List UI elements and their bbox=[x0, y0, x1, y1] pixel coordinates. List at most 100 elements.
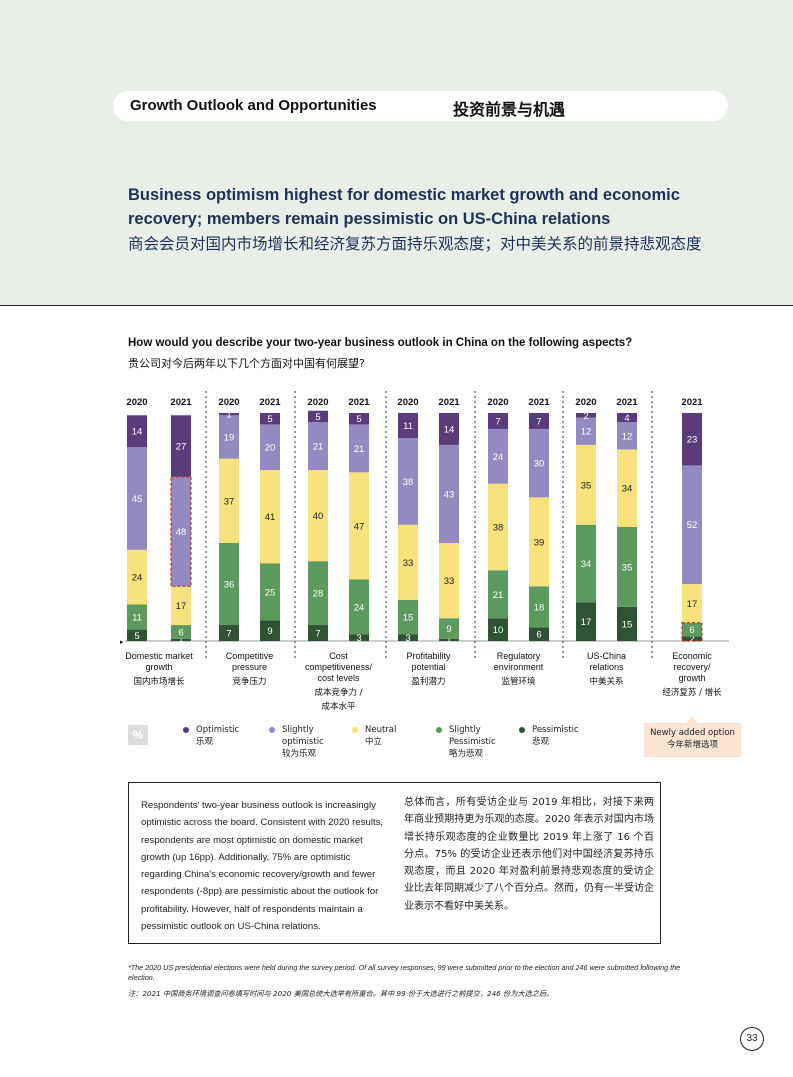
bar-value-label: 40 bbox=[313, 511, 324, 522]
bar-segment-slightly-optimistic bbox=[617, 422, 637, 450]
footnote-cn: 注：2021 中国商务环境调查问卷填写时间与 2020 美国总统大选举有所重合。… bbox=[128, 989, 554, 998]
bar-segment-pessimistic bbox=[488, 618, 508, 641]
bar-year-label: 2021 bbox=[259, 397, 281, 408]
new-option-cn: 今年新增选项 bbox=[666, 740, 718, 750]
category-label-en: Profitability bbox=[406, 651, 451, 661]
bar-value-label: 17 bbox=[581, 617, 592, 628]
category-label-cn: 盈利潜力 bbox=[411, 676, 445, 687]
category-label-en: cost levels bbox=[317, 673, 360, 683]
bar-segment-pessimistic bbox=[439, 638, 459, 641]
bar-value-label: 14 bbox=[444, 424, 455, 435]
bar-value-label: 11 bbox=[403, 421, 413, 432]
bar-segment-pessimistic bbox=[576, 602, 596, 641]
legend-label-en: Pessimistic bbox=[449, 737, 496, 747]
bar-segment-pessimistic bbox=[398, 634, 418, 641]
bar-year-label: 2021 bbox=[681, 397, 703, 408]
bar-value-label: 3 bbox=[405, 633, 410, 644]
bar-value-label: 9 bbox=[446, 624, 451, 635]
bar-year-label: 2020 bbox=[487, 397, 508, 408]
section-pill: Growth Outlook and Opportunities 投资前景与机遇 bbox=[113, 91, 728, 121]
bar-segment-neutral bbox=[127, 549, 147, 605]
category-label-cn: 中美关系 bbox=[589, 676, 623, 687]
section-title-en: Growth Outlook and Opportunities bbox=[130, 97, 377, 114]
bar-value-label: 19 bbox=[224, 432, 235, 443]
bar-segment-slightly-pessimistic bbox=[682, 622, 702, 637]
summary-cn: 总体而言，所有受访企业与 2019 年相比，对接下来两年商业预期持更为乐观的态度… bbox=[404, 797, 654, 912]
category-label-en: recovery/ bbox=[673, 662, 711, 672]
bar-value-label: 1 bbox=[178, 635, 183, 646]
category-label-en: Cost bbox=[329, 651, 348, 661]
legend-label: Pessimistic 悲观 bbox=[532, 724, 579, 748]
category-label-en: Domestic market bbox=[125, 651, 193, 661]
legend-label-cn: 悲观 bbox=[532, 737, 550, 747]
bar-segment-neutral bbox=[260, 470, 280, 564]
category-label-en: relations bbox=[589, 662, 624, 672]
bar-value-label: 24 bbox=[493, 452, 504, 463]
bar-year-label: 2021 bbox=[616, 397, 638, 408]
bar-value-label: 20 bbox=[265, 443, 276, 454]
bar-segment-slightly-optimistic bbox=[260, 424, 280, 470]
bar-value-label: 5 bbox=[315, 412, 320, 423]
bar-value-label: 9 bbox=[267, 626, 272, 637]
bar-value-label: 6 bbox=[689, 625, 694, 636]
bar-value-label: 21 bbox=[313, 442, 324, 453]
question-en: How would you describe your two-year bus… bbox=[128, 337, 633, 349]
bar-year-label: 2020 bbox=[307, 397, 328, 408]
bar-value-label: 10 bbox=[493, 625, 504, 636]
bar-segment-neutral bbox=[576, 444, 596, 525]
bar-segment-optimistic bbox=[171, 415, 191, 477]
bar-year-label: 2020 bbox=[397, 397, 418, 408]
bar-value-label: 5 bbox=[134, 631, 139, 642]
bar-value-label: 1 bbox=[226, 410, 231, 421]
headline-cn: 商会会员对国内市场增长和经济复苏方面持乐观态度；对中美关系的前景持悲观态度 bbox=[128, 235, 702, 253]
bar-value-label: 17 bbox=[176, 601, 187, 612]
bar-segment-pessimistic bbox=[349, 634, 369, 641]
bar-segment-optimistic bbox=[260, 413, 280, 425]
bar-segment-slightly-pessimistic bbox=[398, 599, 418, 635]
bar-segment-optimistic bbox=[576, 413, 596, 418]
bar-segment-slightly-pessimistic bbox=[308, 561, 328, 626]
bar-value-label: 18 bbox=[534, 602, 545, 613]
bar-value-label: 5 bbox=[267, 414, 272, 425]
legend-label: Slightly optimistic 较为乐观 bbox=[282, 724, 324, 760]
bar-segment-optimistic bbox=[617, 413, 637, 423]
bar-segment-pessimistic bbox=[529, 627, 549, 641]
category-label-en: pressure bbox=[232, 662, 267, 672]
bar-value-label: 7 bbox=[495, 416, 500, 427]
bar-segment-optimistic bbox=[488, 413, 508, 429]
bar-segment-slightly-optimistic bbox=[127, 447, 147, 550]
category-label-en: growth bbox=[145, 662, 172, 672]
bar-segment-neutral bbox=[439, 542, 459, 619]
bar-segment-pessimistic bbox=[219, 625, 239, 641]
bar-segment-pessimistic bbox=[171, 638, 191, 641]
bar-segment-neutral bbox=[682, 584, 702, 623]
bar-segment-slightly-pessimistic bbox=[260, 563, 280, 621]
bar-value-label: 25 bbox=[265, 587, 276, 598]
bar-segment-neutral bbox=[219, 458, 239, 543]
bar-year-label: 2021 bbox=[438, 397, 460, 408]
category-label-cn: 国内市场增长 bbox=[133, 676, 185, 687]
category-label-en: growth bbox=[678, 673, 705, 683]
bar-value-label: 35 bbox=[622, 562, 633, 573]
bar-value-label: 34 bbox=[581, 559, 592, 570]
bar-value-label: 2 bbox=[689, 634, 694, 645]
category-label-en: Competitive bbox=[226, 651, 274, 661]
bar-value-label: 17 bbox=[687, 599, 698, 610]
legend-swatch bbox=[519, 727, 525, 733]
bar-year-label: 2021 bbox=[528, 397, 550, 408]
bar-year-label: 2021 bbox=[170, 397, 192, 408]
legend-label-en: optimistic bbox=[282, 737, 324, 747]
bar-value-label: 38 bbox=[493, 523, 504, 534]
bar-value-label: 14 bbox=[132, 427, 143, 438]
bar-segment-slightly-pessimistic bbox=[529, 586, 549, 628]
bar-segment-slightly-pessimistic bbox=[349, 579, 369, 635]
category-label-cn: 经济复苏 / 增长 bbox=[662, 687, 722, 698]
legend-swatch bbox=[352, 727, 358, 733]
bar-value-label: 38 bbox=[403, 477, 414, 488]
bar-segment-optimistic bbox=[529, 413, 549, 429]
bar-value-label: 7 bbox=[226, 629, 231, 640]
category-label-cn: 监管环境 bbox=[501, 676, 536, 687]
bar-segment-slightly-optimistic bbox=[398, 438, 418, 525]
bar-value-label: 15 bbox=[403, 613, 414, 624]
